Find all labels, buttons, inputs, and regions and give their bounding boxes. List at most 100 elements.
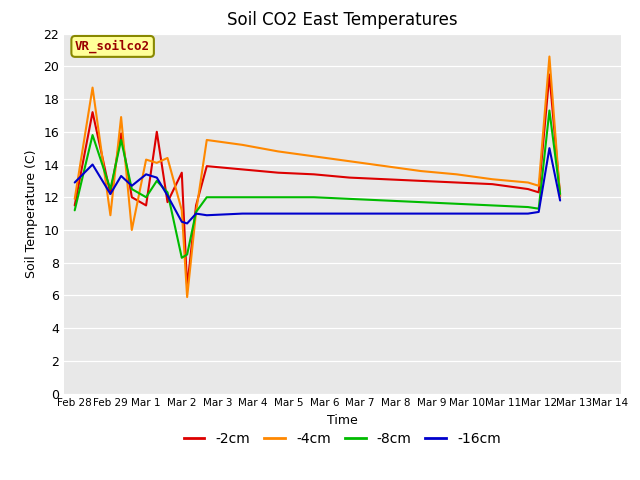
-16cm bbox=[524, 211, 532, 216]
-2cm bbox=[452, 180, 460, 185]
-16cm bbox=[381, 211, 389, 216]
-8cm bbox=[106, 186, 114, 192]
Title: Soil CO2 East Temperatures: Soil CO2 East Temperatures bbox=[227, 11, 458, 29]
-2cm bbox=[556, 192, 564, 199]
-8cm bbox=[488, 203, 496, 208]
-16cm bbox=[117, 173, 125, 179]
-2cm bbox=[239, 167, 246, 172]
-4cm bbox=[488, 176, 496, 182]
-2cm bbox=[117, 131, 125, 136]
-8cm bbox=[153, 178, 161, 184]
-16cm bbox=[89, 162, 97, 168]
-2cm bbox=[178, 170, 186, 176]
-2cm bbox=[535, 190, 543, 195]
-8cm bbox=[535, 206, 543, 212]
-8cm bbox=[71, 207, 79, 213]
-2cm bbox=[488, 181, 496, 187]
-2cm bbox=[164, 199, 172, 205]
-2cm bbox=[545, 72, 553, 77]
-4cm bbox=[556, 194, 564, 200]
-16cm bbox=[192, 211, 200, 216]
-4cm bbox=[128, 227, 136, 233]
-8cm bbox=[545, 108, 553, 113]
-8cm bbox=[275, 194, 282, 200]
-8cm bbox=[381, 198, 389, 204]
-16cm bbox=[106, 191, 114, 197]
Line: -2cm: -2cm bbox=[75, 74, 560, 287]
Y-axis label: Soil Temperature (C): Soil Temperature (C) bbox=[25, 149, 38, 278]
-8cm bbox=[142, 194, 150, 200]
-4cm bbox=[117, 114, 125, 120]
-2cm bbox=[106, 191, 114, 197]
-8cm bbox=[346, 196, 353, 202]
-4cm bbox=[71, 196, 79, 202]
-16cm bbox=[545, 145, 553, 151]
-4cm bbox=[89, 84, 97, 90]
-2cm bbox=[71, 203, 79, 208]
-16cm bbox=[164, 192, 172, 199]
-2cm bbox=[128, 194, 136, 200]
-2cm bbox=[153, 129, 161, 135]
-8cm bbox=[203, 194, 211, 200]
-2cm bbox=[192, 203, 200, 208]
-4cm bbox=[417, 168, 425, 174]
-8cm bbox=[310, 194, 317, 200]
-8cm bbox=[89, 132, 97, 138]
-8cm bbox=[117, 137, 125, 143]
-16cm bbox=[417, 211, 425, 216]
-8cm bbox=[239, 194, 246, 200]
-8cm bbox=[178, 255, 186, 261]
-8cm bbox=[417, 199, 425, 205]
Line: -8cm: -8cm bbox=[75, 110, 560, 258]
-16cm bbox=[142, 171, 150, 177]
Line: -4cm: -4cm bbox=[75, 57, 560, 297]
-4cm bbox=[239, 142, 246, 148]
-2cm bbox=[183, 284, 191, 290]
-2cm bbox=[346, 175, 353, 180]
-4cm bbox=[192, 209, 200, 215]
-16cm bbox=[239, 211, 246, 216]
-2cm bbox=[142, 203, 150, 208]
-4cm bbox=[310, 154, 317, 159]
-2cm bbox=[310, 171, 317, 177]
-4cm bbox=[178, 207, 186, 213]
-4cm bbox=[106, 212, 114, 218]
-4cm bbox=[183, 294, 191, 300]
-16cm bbox=[346, 211, 353, 216]
-2cm bbox=[275, 170, 282, 176]
-4cm bbox=[535, 183, 543, 189]
Legend: -2cm, -4cm, -8cm, -16cm: -2cm, -4cm, -8cm, -16cm bbox=[178, 426, 507, 452]
-8cm bbox=[556, 191, 564, 197]
-4cm bbox=[545, 54, 553, 60]
-4cm bbox=[346, 158, 353, 164]
-16cm bbox=[452, 211, 460, 216]
-2cm bbox=[381, 176, 389, 182]
-16cm bbox=[71, 180, 79, 185]
-4cm bbox=[142, 156, 150, 162]
-4cm bbox=[381, 163, 389, 169]
-4cm bbox=[164, 155, 172, 161]
-4cm bbox=[275, 148, 282, 154]
-8cm bbox=[192, 209, 200, 215]
-2cm bbox=[89, 109, 97, 115]
-16cm bbox=[203, 212, 211, 218]
-16cm bbox=[178, 219, 186, 225]
-8cm bbox=[452, 201, 460, 207]
-8cm bbox=[183, 252, 191, 257]
Line: -16cm: -16cm bbox=[75, 148, 560, 223]
-2cm bbox=[417, 178, 425, 184]
-16cm bbox=[128, 183, 136, 189]
-8cm bbox=[524, 204, 532, 210]
-16cm bbox=[535, 209, 543, 215]
X-axis label: Time: Time bbox=[327, 414, 358, 427]
-4cm bbox=[524, 180, 532, 185]
-4cm bbox=[452, 171, 460, 177]
-4cm bbox=[203, 137, 211, 143]
-2cm bbox=[203, 163, 211, 169]
Text: VR_soilco2: VR_soilco2 bbox=[75, 40, 150, 53]
-16cm bbox=[310, 211, 317, 216]
-2cm bbox=[524, 186, 532, 192]
-4cm bbox=[153, 160, 161, 166]
-16cm bbox=[153, 175, 161, 180]
-16cm bbox=[183, 220, 191, 226]
